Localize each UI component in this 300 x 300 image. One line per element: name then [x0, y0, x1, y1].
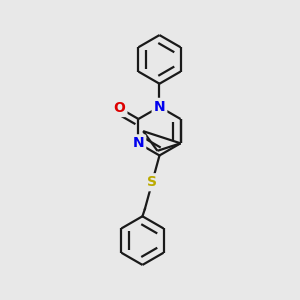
- Text: N: N: [154, 100, 165, 114]
- Text: O: O: [113, 101, 125, 115]
- Text: N: N: [133, 136, 144, 150]
- Text: S: S: [147, 175, 157, 189]
